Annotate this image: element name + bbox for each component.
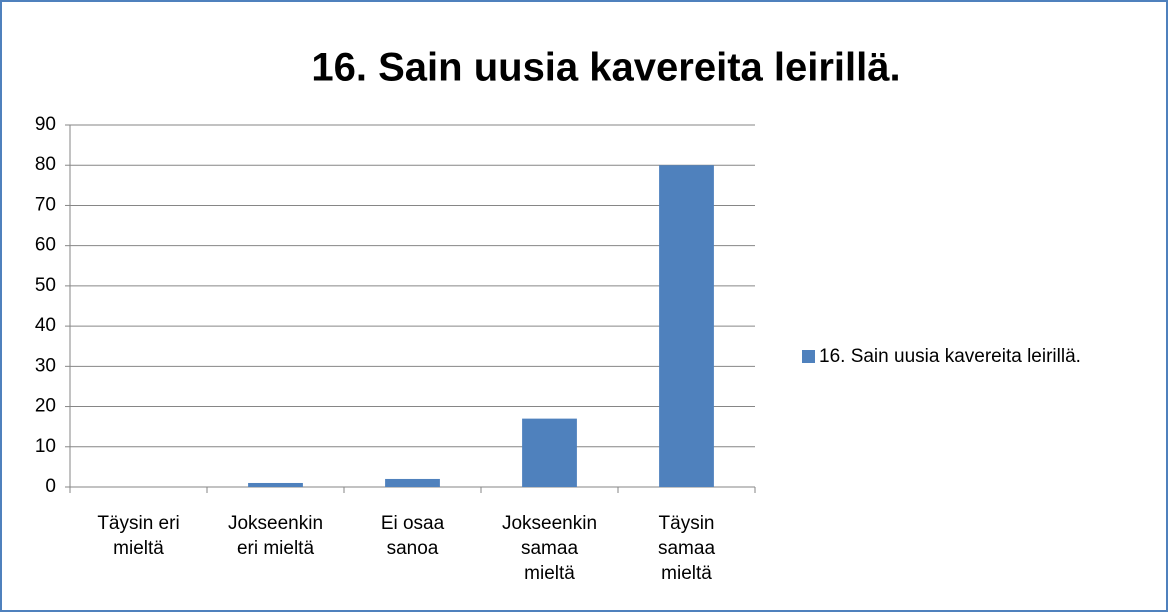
y-tick-label: 50 [35, 275, 56, 296]
legend-swatch [802, 350, 815, 363]
bar [385, 478, 440, 487]
y-tick-label: 10 [35, 436, 56, 457]
legend-label: 16. Sain uusia kavereita leirillä. [819, 346, 1081, 367]
x-tick-label: Jokseenkin eri mieltä [227, 513, 324, 559]
y-tick-label: 0 [45, 476, 56, 497]
bar [522, 418, 577, 487]
bar [659, 165, 714, 487]
x-tick-label: Täysin eri mieltä [97, 513, 180, 559]
y-tick-label: 70 [35, 194, 56, 215]
y-tick-label: 90 [35, 114, 56, 135]
y-tick-label: 20 [35, 396, 56, 417]
x-tick-label: Jokseenkin samaa mieltä [501, 513, 598, 584]
bar [248, 482, 303, 487]
y-tick-label: 60 [35, 235, 56, 256]
y-tick-label: 80 [35, 154, 56, 175]
y-tick-label: 40 [35, 315, 56, 336]
x-tick-label: Täysin samaa mieltä [657, 513, 716, 584]
y-tick-label: 30 [35, 355, 56, 376]
chart-title: 16. Sain uusia kavereita leirillä. [311, 46, 900, 90]
x-tick-label: Ei osaa sanoa [380, 513, 445, 559]
